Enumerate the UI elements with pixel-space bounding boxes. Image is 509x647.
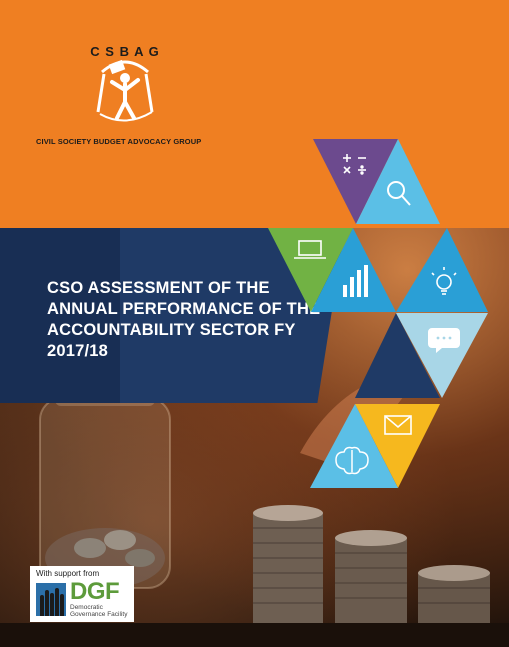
brain-icon — [335, 446, 369, 475]
dgf-hands-icon — [36, 583, 66, 616]
triangle-blue-right — [396, 228, 488, 312]
triangle-sky-blue — [311, 228, 396, 312]
svg-text:C S B A G: C S B A G — [90, 44, 159, 59]
dgf-wordmark: DGF — [70, 578, 120, 605]
support-logo-box: With support from DGF Democratic Governa… — [30, 566, 134, 622]
triangle-pale-blue — [396, 313, 488, 398]
dgf-full-name: Democratic Governance Facility — [70, 604, 127, 618]
laptop-icon — [294, 240, 326, 259]
dgf-full-line2: Governance Facility — [70, 611, 128, 618]
triangle-green — [268, 228, 353, 312]
org-name: CIVIL SOCIETY BUDGET ADVOCACY GROUP — [36, 137, 202, 146]
triangle-light-blue-bottom — [310, 404, 398, 488]
dgf-full-line1: Democratic — [70, 604, 103, 611]
triangle-navy — [355, 313, 440, 398]
chat-icon — [428, 328, 460, 353]
title-band-shade — [0, 228, 120, 403]
orange-header-area — [0, 0, 509, 228]
support-label: With support from — [36, 569, 100, 578]
magnifier-icon — [387, 181, 411, 206]
triangle-yellow — [355, 404, 440, 488]
report-title: CSO ASSESSMENT OF THE ANNUAL PERFORMANCE… — [47, 279, 321, 360]
csbag-logo: C S B A G — [90, 42, 160, 128]
triangle-purple — [313, 139, 398, 224]
envelope-icon — [384, 415, 412, 435]
lightbulb-icon — [431, 267, 457, 295]
csbag-logo-mark: C S B A G — [90, 44, 159, 122]
math-operators-icon — [343, 154, 366, 175]
bar-chart-icon — [343, 265, 368, 297]
